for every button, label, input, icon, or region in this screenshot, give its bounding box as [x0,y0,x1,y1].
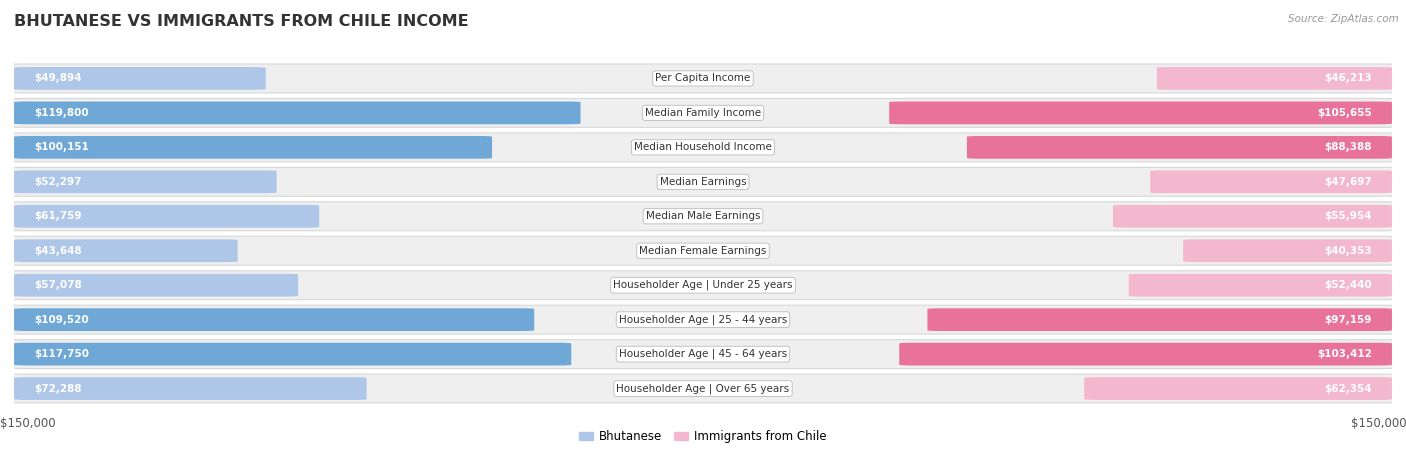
FancyBboxPatch shape [0,202,1406,231]
FancyBboxPatch shape [1084,377,1392,400]
Text: Per Capita Income: Per Capita Income [655,73,751,84]
FancyBboxPatch shape [0,374,1406,403]
Text: Householder Age | Under 25 years: Householder Age | Under 25 years [613,280,793,290]
Text: Householder Age | 25 - 44 years: Householder Age | 25 - 44 years [619,314,787,325]
Text: Median Family Income: Median Family Income [645,108,761,118]
FancyBboxPatch shape [0,305,1406,334]
FancyBboxPatch shape [1184,240,1392,262]
Text: $97,159: $97,159 [1324,315,1372,325]
FancyBboxPatch shape [0,167,1406,196]
FancyBboxPatch shape [967,136,1392,159]
Text: $47,697: $47,697 [1324,177,1372,187]
Text: Householder Age | Over 65 years: Householder Age | Over 65 years [616,383,790,394]
Text: $43,648: $43,648 [34,246,82,256]
FancyBboxPatch shape [14,343,571,366]
FancyBboxPatch shape [14,274,298,297]
Text: Median Female Earnings: Median Female Earnings [640,246,766,256]
Text: $88,388: $88,388 [1324,142,1372,152]
Text: Householder Age | 45 - 64 years: Householder Age | 45 - 64 years [619,349,787,359]
FancyBboxPatch shape [0,271,1406,300]
FancyBboxPatch shape [14,67,266,90]
FancyBboxPatch shape [1150,170,1392,193]
FancyBboxPatch shape [14,136,492,159]
Text: $117,750: $117,750 [34,349,90,359]
Text: $119,800: $119,800 [34,108,89,118]
FancyBboxPatch shape [928,308,1392,331]
FancyBboxPatch shape [14,101,581,124]
FancyBboxPatch shape [900,343,1392,366]
FancyBboxPatch shape [14,377,367,400]
Text: $57,078: $57,078 [34,280,82,290]
FancyBboxPatch shape [0,236,1406,265]
FancyBboxPatch shape [14,205,319,227]
Text: $40,353: $40,353 [1324,246,1372,256]
FancyBboxPatch shape [0,99,1406,127]
FancyBboxPatch shape [14,170,277,193]
FancyBboxPatch shape [1114,205,1392,227]
FancyBboxPatch shape [1157,67,1392,90]
Text: $100,151: $100,151 [34,142,89,152]
Legend: Bhutanese, Immigrants from Chile: Bhutanese, Immigrants from Chile [575,425,831,448]
Text: Median Household Income: Median Household Income [634,142,772,152]
Text: $49,894: $49,894 [34,73,82,84]
Text: $72,288: $72,288 [34,383,82,394]
Text: $62,354: $62,354 [1324,383,1372,394]
FancyBboxPatch shape [14,240,238,262]
Text: $103,412: $103,412 [1317,349,1372,359]
Text: $52,440: $52,440 [1324,280,1372,290]
FancyBboxPatch shape [0,64,1406,93]
Text: Median Earnings: Median Earnings [659,177,747,187]
FancyBboxPatch shape [14,308,534,331]
Text: $55,954: $55,954 [1324,211,1372,221]
Text: $109,520: $109,520 [34,315,89,325]
Text: BHUTANESE VS IMMIGRANTS FROM CHILE INCOME: BHUTANESE VS IMMIGRANTS FROM CHILE INCOM… [14,14,468,29]
FancyBboxPatch shape [1129,274,1392,297]
Text: $52,297: $52,297 [34,177,82,187]
Text: Source: ZipAtlas.com: Source: ZipAtlas.com [1288,14,1399,24]
Text: $46,213: $46,213 [1324,73,1372,84]
FancyBboxPatch shape [889,101,1392,124]
FancyBboxPatch shape [0,340,1406,368]
Text: Median Male Earnings: Median Male Earnings [645,211,761,221]
Text: $105,655: $105,655 [1317,108,1372,118]
FancyBboxPatch shape [0,133,1406,162]
Text: $61,759: $61,759 [34,211,82,221]
